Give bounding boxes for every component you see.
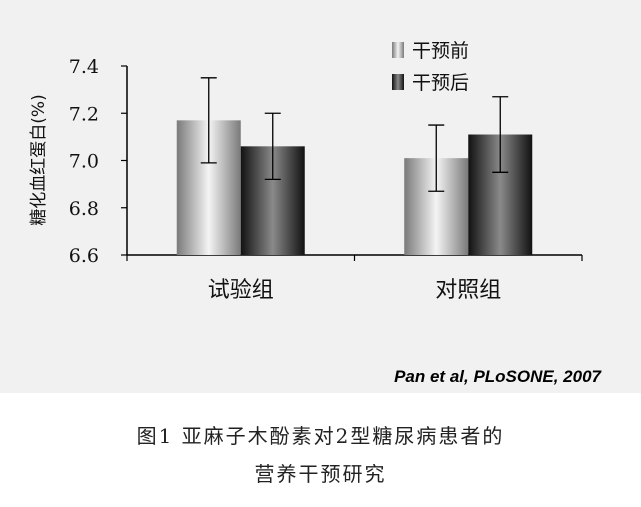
legend-swatch-1 — [392, 74, 404, 90]
y-tick-label: 7.0 — [69, 151, 99, 173]
legend-label-0: 干预前 — [412, 40, 469, 62]
y-axis-label: 糖化血红蛋白(%) — [29, 94, 49, 225]
legend-swatch-0 — [392, 42, 404, 58]
legend-label-1: 干预后 — [412, 72, 469, 94]
y-tick-label: 7.2 — [69, 103, 99, 125]
figure-caption-line-2: 营养干预研究 — [254, 462, 387, 486]
citation: Pan et al, PLoSONE, 2007 — [394, 367, 601, 386]
x-category-label: 对照组 — [435, 278, 501, 303]
y-tick-label: 6.8 — [69, 198, 99, 220]
y-tick-label: 7.4 — [69, 56, 99, 78]
y-tick-label: 6.6 — [69, 245, 99, 267]
figure-caption-line-1: 图1 亚麻子木酚素对2型糖尿病患者的 — [136, 424, 505, 448]
x-category-label: 试验组 — [208, 278, 274, 303]
figure-panel: 6.6 6.8 7.0 7.2 7.4 糖化血红蛋白(%) 试验组 对照组 干预前干预后 Pa… — [0, 0, 641, 393]
